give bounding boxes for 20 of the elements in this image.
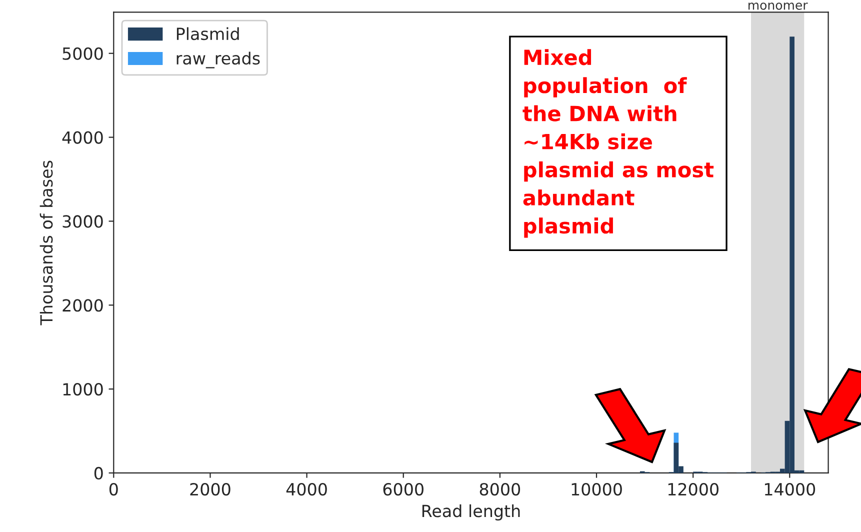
x-tick-label: 6000 (383, 482, 424, 496)
y-tick-label: 4000 (62, 131, 103, 144)
x-tick-label: 12000 (668, 482, 718, 496)
x-tick-label: 8000 (480, 482, 520, 496)
y-tick-label: 5000 (62, 47, 103, 60)
y-tick-label: 0 (94, 466, 103, 480)
y-tick-label: 3000 (62, 215, 103, 228)
x-tick-label: 4000 (286, 482, 327, 496)
legend-label: raw_reads (176, 52, 260, 68)
x-tick-label: 10000 (572, 482, 622, 496)
x-tick-label: 14000 (764, 482, 816, 496)
y-tick-label: 1000 (63, 382, 103, 396)
x-axis-title: Read length (422, 504, 520, 520)
x-tick-label: 2000 (190, 482, 230, 496)
legend-label: Plasmid (176, 27, 239, 40)
y-axis-title: Thousands of bases (40, 160, 53, 326)
x-tick-label: 0 (109, 482, 118, 496)
y-tick-label: 2000 (62, 299, 103, 312)
band-label: monomer (748, 2, 808, 10)
annotation: Mixed population of the DNA with ~14Kb size plasmid as most abundant plasmid (522, 49, 714, 238)
